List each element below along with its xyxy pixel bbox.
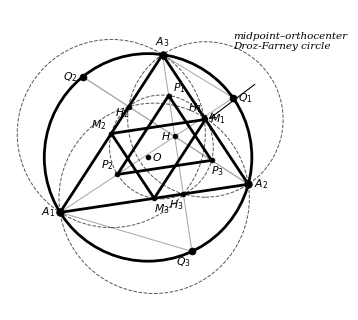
Text: midpoint–orthocenter: midpoint–orthocenter [233,32,347,41]
Text: $M_3$: $M_3$ [154,203,169,216]
Text: $Q_2$: $Q_2$ [63,70,78,84]
Text: $P_3$: $P_3$ [211,164,224,178]
Text: $P_1$: $P_1$ [173,81,185,94]
Text: $A_1$: $A_1$ [41,205,55,219]
Text: $M_1$: $M_1$ [209,113,225,126]
Text: $A_2$: $A_2$ [253,177,267,191]
Text: $Q_1$: $Q_1$ [238,91,253,105]
Text: $M_2$: $M_2$ [91,119,106,132]
Text: $H_2$: $H_2$ [115,106,129,120]
Text: $Q_3$: $Q_3$ [176,256,191,269]
Text: $H$: $H$ [161,131,171,142]
Text: Droz-Farney circle: Droz-Farney circle [233,42,331,51]
Text: $A_3$: $A_3$ [155,36,170,50]
Text: $O$: $O$ [152,151,162,164]
Text: $H_1$: $H_1$ [188,101,202,115]
Text: $H_3$: $H_3$ [169,198,183,212]
Text: $P_2$: $P_2$ [101,159,113,172]
